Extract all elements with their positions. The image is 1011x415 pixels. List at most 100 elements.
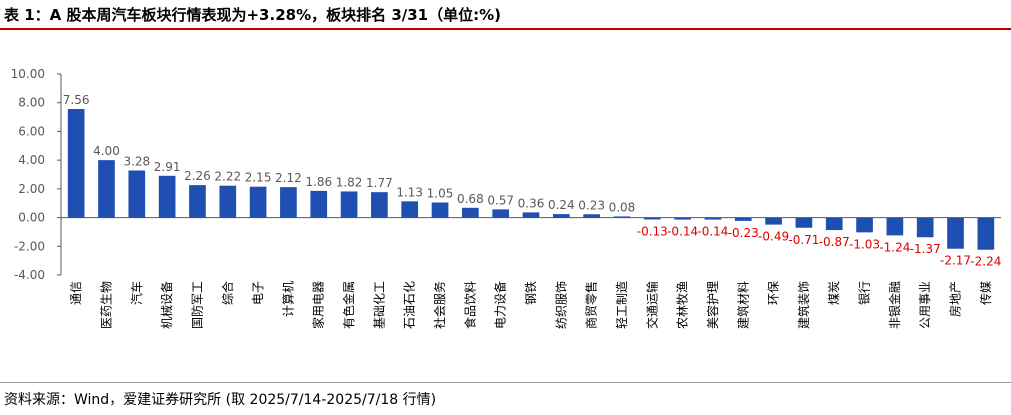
x-category-label: 钢铁 [524,281,538,305]
bar [613,216,631,218]
bar [583,214,600,218]
bar-value-label: -1.03 [849,237,880,251]
bar-value-label: 4.00 [93,144,120,158]
bar-value-label: -1.37 [910,242,941,256]
chart-title: 表 1：A 股本周汽车板块行情表现为+3.28%，板块排名 3/31（单位:%) [4,6,501,24]
y-tick-label: 10.00 [11,67,45,81]
x-category-label: 交通运输 [644,281,659,329]
bar [219,185,237,218]
title-rule [0,28,1011,30]
bar-value-label: 0.23 [578,198,605,212]
x-category-label: 公用事业 [918,281,932,329]
bar [492,209,510,218]
bar [462,207,479,218]
value-labels: 7.56 4.003.28 2.912.26 2.22 2.15 2.12 1.86 1.82… [63,93,1002,269]
bar-value-label: 7.56 [63,93,90,107]
bar [916,217,934,238]
bar [249,186,267,218]
bar [795,217,813,228]
bar [947,217,964,249]
bar-value-label: -0.71 [788,233,819,247]
bar-value-label: 1.13 [396,185,423,199]
bar-value-label: 0.68 [457,192,484,206]
bar-value-label: 3.28 [123,154,150,168]
bar-value-label: 0.36 [518,196,545,210]
bar-value-label: 1.77 [366,176,393,190]
bar [340,191,358,218]
x-category-label: 建筑材料 [735,281,750,329]
x-category-label: 商贸零售 [584,281,599,329]
x-category-label: 非银金融 [887,281,902,329]
bar [825,217,843,231]
bar-value-label: 1.05 [427,186,454,200]
bar-chart: 10.00 8.00 6.00 4.00 2.00 0.00 -2.00 -4.00 7.56… [11,67,1002,329]
bar-value-label: 2.26 [184,169,211,183]
y-tick-label: 0.00 [18,211,45,225]
x-category-label: 有色金属 [341,281,356,329]
y-tick-label: 4.00 [18,153,45,167]
bar [643,217,661,220]
bar-value-label: 2.91 [154,160,181,174]
bar-value-label: 0.08 [609,200,636,214]
bar [886,217,904,236]
x-category-label: 家用电器 [311,281,326,329]
bar [401,201,419,218]
x-category-label: 汽车 [129,281,144,305]
x-category-label: 农林牧渔 [676,281,690,329]
source-rule [0,382,1011,383]
x-category-label: 美容护理 [705,281,720,329]
x-category-label: 房地产 [948,281,963,317]
bar-value-label: -0.87 [819,235,850,249]
x-category-label: 国防军工 [189,281,204,329]
x-axis-labels: 通信 医药生物 汽车 机械设备 国防军工 综合 电子 计算机 家用电器 有色金属 基础化工 石油石化 社… [69,281,993,329]
bar-value-label: -2.17 [940,254,971,268]
y-tick-label: -4.00 [14,268,45,282]
y-tick-label: 2.00 [18,182,45,196]
bar [734,217,752,221]
bar [522,212,540,218]
bar-value-label: 1.86 [305,175,332,189]
x-category-label: 综合 [220,281,235,305]
x-category-label: 基础化工 [372,281,386,329]
bar [431,202,449,218]
bar [67,109,85,218]
bar-value-label: -0.14 [667,225,698,239]
bar [704,217,722,220]
bar [128,170,146,218]
source-note: 资料来源：Wind，爱建证券研究所 (取 2025/7/14-2025/7/18… [4,392,437,408]
bar [189,185,206,218]
x-category-label: 轻工制造 [615,281,629,329]
bar [280,187,297,218]
bar-value-label: 2.22 [214,170,241,184]
bar-value-label: -0.14 [697,225,728,239]
x-category-label: 建筑装饰 [796,281,811,329]
bar [765,217,782,225]
bar-value-label: -0.49 [758,230,789,244]
x-category-label: 电子 [251,281,265,305]
bar-value-label: 1.82 [336,175,363,189]
x-category-label: 银行 [858,281,872,305]
y-tick-label: 8.00 [18,96,45,110]
x-category-label: 环保 [767,281,781,305]
bar-value-label: -1.24 [879,240,910,254]
bar-value-label: -0.23 [728,226,759,240]
bar [856,217,873,233]
x-category-label: 食品饮料 [462,281,477,329]
bars [67,109,995,250]
bar-value-label: 2.15 [245,171,272,185]
x-category-label: 石油石化 [403,281,417,329]
x-category-label: 通信 [69,281,83,305]
bar [98,160,115,218]
bar [158,175,176,218]
bar [371,192,388,218]
x-category-label: 机械设备 [159,281,174,329]
bar [674,217,691,220]
x-category-label: 煤炭 [827,281,841,305]
bar-value-label: 2.12 [275,171,302,185]
bar [977,217,995,250]
x-category-label: 电力设备 [494,281,508,329]
x-category-label: 纺织服饰 [554,281,568,329]
x-category-label: 社会服务 [432,281,447,329]
bar-value-label: 0.57 [487,193,514,207]
x-category-label: 医药生物 [99,281,113,329]
